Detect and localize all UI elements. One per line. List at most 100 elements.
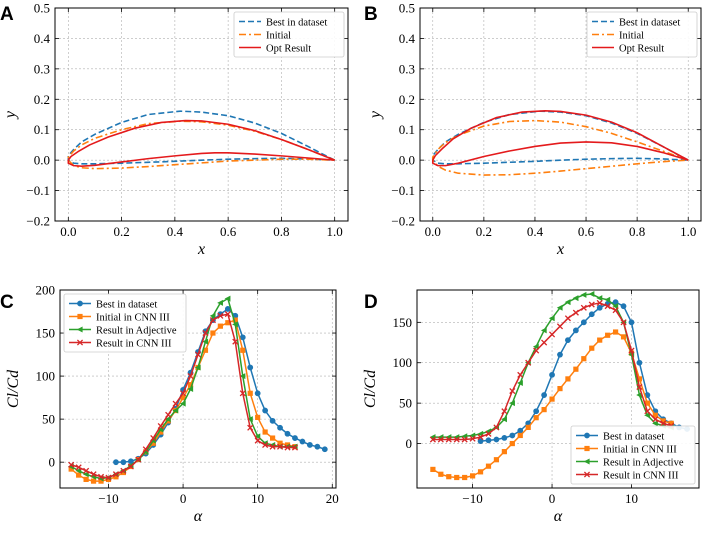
chart-c-point-initial-in-cnn-iii (284, 442, 291, 448)
chart-b-ytick-label: 0.1 (399, 122, 415, 137)
chart-d-point-result-in-adjective (532, 343, 539, 350)
chart-d-point-best-in-dataset (557, 351, 563, 358)
chart-a-xtick-label: 0.6 (220, 224, 237, 239)
chart-d-ytick-label: 50 (399, 396, 412, 411)
chart-a-ytick-label: −0.2 (26, 214, 50, 229)
chart-a-xtick-label: 0.4 (167, 224, 184, 239)
chart-c-legend-marker (77, 300, 83, 307)
chart-d-xlabel: α (554, 508, 563, 525)
chart-d-point-initial-in-cnn-iii (493, 457, 500, 463)
chart-b-ytick-label: 0.5 (399, 1, 415, 16)
chart-b-series-best-in-dataset (431, 110, 689, 165)
chart-a-line-best-in-dataset (67, 110, 336, 165)
chart-c-point-best-in-dataset (314, 443, 321, 450)
chart-b-xtick-label: 0.0 (425, 224, 441, 239)
chart-c-point-initial-in-cnn-iii (202, 347, 209, 353)
chart-b-xtick-label: 0.2 (476, 224, 492, 239)
chart-a-line-initial (67, 120, 335, 170)
chart-b-legend-label-best-in-dataset: Best in dataset (619, 17, 680, 28)
chart-c-xtick-label: −10 (98, 491, 118, 506)
chart-d-point-best-in-dataset (628, 319, 635, 326)
chart-d-point-initial-in-cnn-iii (660, 418, 666, 424)
chart-a-ytick-label: 0.4 (34, 31, 51, 46)
chart-c-point-initial-in-cnn-iii (262, 429, 268, 435)
chart-c-point-initial-in-cnn-iii (240, 347, 246, 353)
chart-c-point-result-in-cnn-iii (276, 443, 284, 450)
chart-d-point-initial-in-cnn-iii (644, 400, 650, 406)
chart-c-legend-box (63, 293, 187, 353)
chart-panel-b: 0.0 0.2 0.4 0.6 0.8 1.0 −0.2 −0.1 0.0 0.1 0.2 0.3 0.… (367, 1, 702, 258)
chart-c-point-result-in-cnn-iii (187, 373, 194, 380)
chart-c-point-best-in-dataset (277, 424, 283, 431)
chart-a-line-opt-result (67, 119, 335, 168)
chart-c-point-result-in-cnn-iii (202, 329, 209, 337)
chart-d-point-result-in-cnn-iii (525, 359, 532, 366)
chart-d-point-initial-in-cnn-iii (446, 474, 452, 480)
chart-d-point-initial-in-cnn-iii (477, 469, 484, 475)
chart-d-point-initial-in-cnn-iii (517, 432, 523, 439)
chart-c-point-initial-in-cnn-iii (225, 320, 231, 326)
chart-c-point-result-in-cnn-iii (105, 474, 112, 481)
chart-d-point-result-in-adjective (556, 304, 563, 311)
chart-c-legend-label-best-in-dataset: Best in dataset (96, 299, 157, 310)
chart-c-point-best-in-dataset (247, 364, 254, 371)
chart-d-point-result-in-adjective (580, 291, 587, 298)
chart-b-legend: Best in dataset Initial Opt Result (586, 11, 698, 58)
chart-d-point-result-in-adjective (644, 412, 650, 419)
chart-c-point-result-in-cnn-iii (254, 437, 261, 444)
chart-c-point-result-in-cnn-iii (120, 467, 127, 474)
chart-b-legend-label-opt-result: Opt Result (619, 43, 664, 54)
chart-d-point-result-in-cnn-iii (548, 331, 556, 338)
chart-c-frame (59, 289, 337, 489)
chart-c-point-best-in-dataset (292, 435, 298, 441)
chart-d-point-result-in-cnn-iii (628, 347, 635, 354)
chart-b-line-opt-result (431, 110, 689, 167)
chart-c-point-result-in-cnn-iii (172, 400, 179, 407)
chart-d-point-result-in-cnn-iii (533, 347, 540, 354)
chart-b-xtick-label: 0.4 (527, 224, 544, 239)
chart-d-point-result-in-cnn-iii (493, 424, 500, 431)
chart-d-point-initial-in-cnn-iii (454, 474, 460, 481)
chart-d-point-result-in-adjective (604, 296, 611, 303)
chart-c-point-result-in-cnn-iii (209, 317, 216, 324)
chart-c-point-result-in-cnn-iii (239, 390, 246, 397)
chart-c-point-best-in-dataset (120, 459, 127, 466)
chart-c-point-result-in-cnn-iii (269, 443, 276, 450)
chart-b-ytick-label: 0.0 (399, 153, 415, 168)
chart-d-point-initial-in-cnn-iii (462, 474, 468, 481)
chart-d-point-initial-in-cnn-iii (612, 329, 619, 335)
chart-b-ylabel: y (367, 110, 384, 120)
chart-c-point-result-in-cnn-iii (75, 464, 82, 471)
chart-d-point-result-in-cnn-iii (437, 436, 444, 443)
chart-c-point-result-in-cnn-iii (142, 446, 149, 453)
chart-d-point-initial-in-cnn-iii (573, 366, 579, 372)
chart-d-point-result-in-cnn-iii (612, 307, 619, 314)
chart-d-point-best-in-dataset (477, 438, 484, 445)
chart-d-point-initial-in-cnn-iii (438, 471, 444, 477)
chart-a-ytick-label: 0.0 (34, 153, 50, 168)
chart-c-point-result-in-cnn-iii (135, 456, 142, 463)
chart-a-ytick-label: −0.1 (26, 183, 50, 198)
chart-d-xtick-label: −10 (462, 491, 482, 506)
chart-c-point-result-in-adjective (224, 295, 231, 302)
chart-d-point-result-in-cnn-iii (541, 339, 548, 346)
chart-b-legend-label-initial: Initial (619, 30, 644, 41)
chart-c-legend: Best in dataset Initial in CNN III Result … (63, 293, 187, 353)
chart-a-xlabel: x (197, 241, 205, 258)
chart-d-point-initial-in-cnn-iii (668, 420, 674, 426)
chart-a-legend-label-opt-result: Opt Result (266, 43, 311, 54)
chart-d-point-result-in-adjective (501, 416, 507, 423)
chart-c-point-best-in-dataset (113, 459, 119, 466)
chart-d-point-initial-in-cnn-iii (525, 424, 531, 430)
chart-b-ytick-label: 0.3 (399, 61, 415, 76)
chart-panel-a: 0.0 0.2 0.4 0.6 0.8 1.0 −0.2 −0.1 0.0 0.1 0.2 0.3 0.… (2, 1, 349, 258)
chart-d-frame (416, 289, 700, 489)
chart-a-legend-label-best-in-dataset: Best in dataset (266, 17, 327, 28)
chart-d-series-result-in-cnn-iii (429, 299, 675, 443)
chart-c-point-result-in-cnn-iii (232, 338, 239, 345)
panel-label-a: A (0, 4, 14, 25)
chart-b-ytick-label: −0.2 (391, 214, 415, 229)
chart-b-xtick-label: 1.0 (680, 224, 696, 239)
chart-d-point-initial-in-cnn-iii (549, 396, 555, 402)
chart-d-point-best-in-dataset (501, 434, 508, 441)
